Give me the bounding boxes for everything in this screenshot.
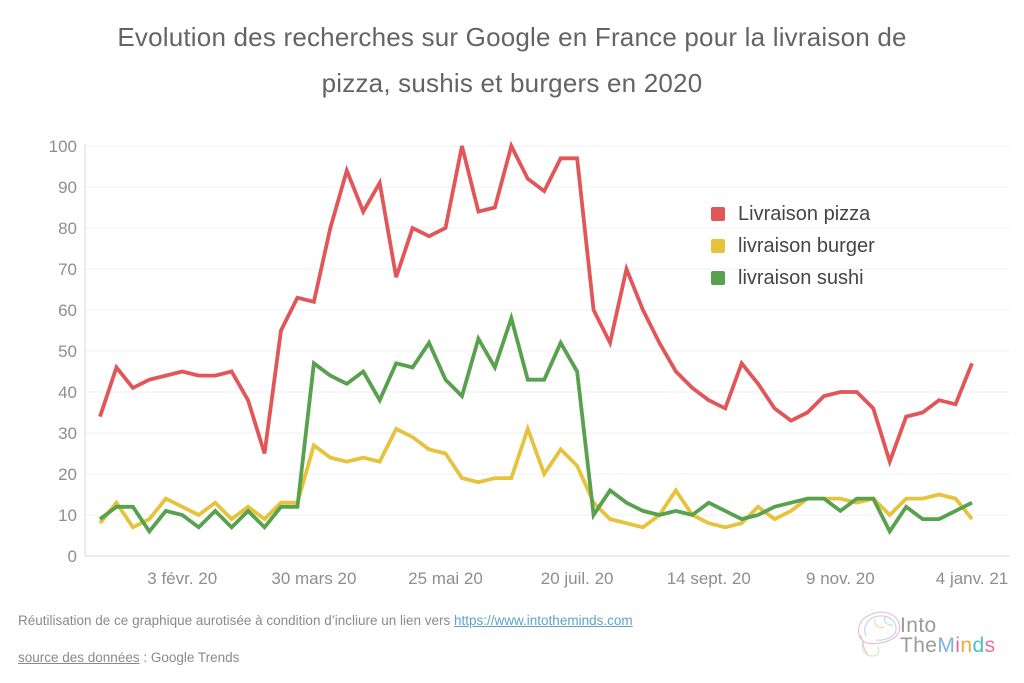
- page-title-line2: pizza, sushis et burgers en 2020: [321, 68, 703, 98]
- burger-swatch-icon: [711, 239, 725, 253]
- y-tick-70: 70: [58, 260, 77, 279]
- sushi-swatch-icon: [711, 271, 725, 285]
- legend-item-pizza: Livraison pizza: [711, 198, 875, 230]
- x-tick-4: 20 juil. 20: [541, 569, 614, 588]
- series-line-livraison-sushi: [98, 311, 973, 536]
- brain-scribble-icon: [852, 604, 908, 667]
- series-line-livraison-pizza: [98, 140, 974, 468]
- logo-the: The: [900, 633, 938, 657]
- y-tick-100: 100: [49, 137, 77, 156]
- data-source-link[interactable]: source des données: [18, 650, 140, 665]
- intotheminds-link[interactable]: https://www.intotheminds.com: [454, 613, 633, 628]
- legend-label-burger: livraison burger: [738, 234, 875, 257]
- y-tick-90: 90: [58, 178, 77, 197]
- y-tick-50: 50: [58, 342, 77, 361]
- x-tick-5: 14 sept. 20: [667, 569, 751, 588]
- legend-item-burger: livraison burger: [711, 230, 875, 262]
- legend-label-pizza: Livraison pizza: [738, 202, 871, 225]
- data-source-text: : Google Trends: [139, 650, 240, 665]
- y-tick-20: 20: [58, 465, 77, 484]
- intotheminds-logo: Into TheMinds: [852, 604, 995, 667]
- logo-minds: Minds: [937, 633, 996, 657]
- y-tick-80: 80: [58, 219, 77, 238]
- chart-legend: Livraison pizza livraison burger livrais…: [711, 198, 875, 294]
- reuse-notice: Réutilisation de ce graphique aurotisée …: [18, 613, 633, 628]
- y-tick-0: 0: [68, 547, 77, 566]
- x-tick-6: 9 nov. 20: [806, 569, 875, 588]
- data-source-line: source des données : Google Trends: [18, 650, 239, 665]
- x-tick-1: 3 févr. 20: [147, 569, 217, 588]
- x-tick-7: 4 janv. 21: [936, 569, 1008, 588]
- y-tick-60: 60: [58, 301, 77, 320]
- pizza-swatch-icon: [711, 207, 725, 221]
- page-title: Evolution des recherches sur Google en F…: [0, 14, 1024, 106]
- x-tick-2: 30 mars 20: [271, 569, 356, 588]
- page-title-line1: Evolution des recherches sur Google en F…: [117, 22, 907, 52]
- y-tick-30: 30: [58, 424, 77, 443]
- logo-text: Into TheMinds: [900, 614, 996, 657]
- logo-into: Into: [900, 614, 937, 638]
- y-tick-10: 10: [58, 506, 77, 525]
- reuse-notice-text: Réutilisation de ce graphique aurotisée …: [18, 613, 455, 628]
- legend-label-sushi: livraison sushi: [738, 266, 864, 289]
- x-tick-3: 25 mai 20: [408, 569, 483, 588]
- trend-line-chart: 0 10 20 30 40 50 60 70 80 90 100 3 févr. 20 30 mars …: [49, 137, 1010, 588]
- y-tick-40: 40: [58, 383, 77, 402]
- legend-item-sushi: livraison sushi: [711, 262, 875, 294]
